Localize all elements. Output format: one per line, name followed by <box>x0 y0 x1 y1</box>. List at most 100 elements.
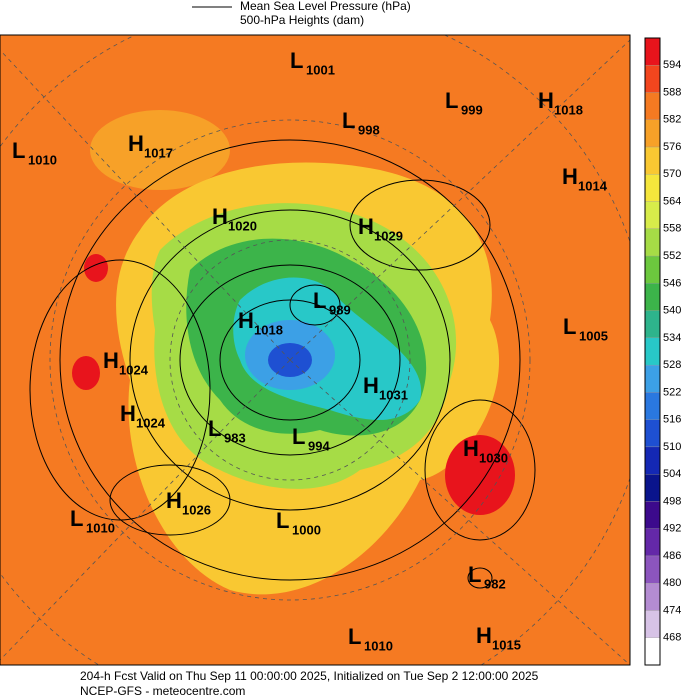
colorbar-label: 570 <box>663 168 681 180</box>
colorbar-label: 468 <box>663 632 681 644</box>
colorbar-label: 510 <box>663 441 681 453</box>
colorbar-swatch <box>644 583 661 611</box>
pressure-center: H 1017 <box>128 131 173 161</box>
pressure-center: H 1024 <box>120 401 166 431</box>
center-type: L <box>276 508 289 533</box>
center-type: H <box>166 488 182 513</box>
center-type: H <box>463 436 479 461</box>
colorbar-swatch <box>644 392 661 420</box>
colorbar-swatch <box>644 201 661 229</box>
center-value: 1010 <box>364 638 393 653</box>
pressure-center: L 989 <box>313 288 351 318</box>
center-value: 1010 <box>28 152 57 167</box>
colorbar-label: 582 <box>663 114 681 126</box>
center-value: 1026 <box>182 502 211 517</box>
colorbar-swatch <box>644 528 661 557</box>
colorbar-swatch <box>644 419 661 448</box>
height-field <box>90 110 230 190</box>
colorbar-label: 558 <box>663 223 681 235</box>
colorbar-label: 540 <box>663 305 681 317</box>
center-value: 1029 <box>374 228 403 243</box>
colorbar-label: 522 <box>663 386 681 398</box>
pressure-center: L 1010 <box>348 624 393 654</box>
pressure-center: H 1030 <box>463 436 508 466</box>
height-field <box>84 254 108 282</box>
pressure-center: H 1026 <box>166 488 211 518</box>
center-type: L <box>313 288 326 313</box>
pressure-center: L 982 <box>468 562 506 592</box>
center-value: 1017 <box>144 145 173 160</box>
center-value: 1024 <box>136 415 166 430</box>
pressure-center: H 1031 <box>363 373 408 403</box>
center-type: L <box>292 424 305 449</box>
footer-line: 204-h Fcst Valid on Thu Sep 11 00:00:00 … <box>80 669 539 683</box>
colorbar-swatch <box>644 174 661 202</box>
center-value: 1000 <box>292 522 321 537</box>
center-value: 1005 <box>579 328 608 343</box>
center-value: 982 <box>484 576 506 591</box>
pressure-center: L 983 <box>208 416 246 446</box>
center-type: L <box>12 138 25 163</box>
height-field <box>72 356 100 390</box>
colorbar-swatch <box>644 474 661 502</box>
pressure-center: H 1029 <box>358 214 403 244</box>
colorbar-swatch <box>644 610 661 638</box>
colorbar-swatch <box>644 364 661 393</box>
center-type: H <box>476 623 492 648</box>
mslp-label: Mean Sea Level Pressure (hPa) <box>240 0 411 13</box>
colorbar-label: 534 <box>663 332 681 344</box>
pressure-center: L 1000 <box>276 508 321 538</box>
pressure-center: L 994 <box>292 424 330 454</box>
pressure-center: L 998 <box>342 108 380 138</box>
colorbar: 594 588 582 576 570 564 558 552 546 540 534 528 522 5… <box>644 37 681 666</box>
height-field <box>445 435 515 515</box>
colorbar-label: 504 <box>663 468 681 480</box>
center-value: 983 <box>224 430 246 445</box>
center-type: H <box>120 401 136 426</box>
center-value: 1018 <box>554 102 583 117</box>
colorbar-swatch <box>644 228 661 257</box>
center-value: 1031 <box>379 387 408 402</box>
footer-line: NCEP-GFS - meteocentre.com <box>80 684 245 698</box>
colorbar-swatch <box>644 119 661 148</box>
center-value: 989 <box>329 302 351 317</box>
pressure-center: L 1005 <box>563 314 608 344</box>
pressure-center: L 1010 <box>70 506 115 536</box>
pressure-center: H 1018 <box>238 308 283 338</box>
colorbar-swatch <box>644 637 661 666</box>
colorbar-swatch <box>644 555 661 584</box>
map-frame <box>0 34 631 666</box>
center-type: L <box>70 506 83 531</box>
center-type: L <box>563 314 576 339</box>
center-type: L <box>348 624 361 649</box>
center-value: 1001 <box>306 62 335 77</box>
colorbar-swatch <box>644 310 661 339</box>
center-value: 1024 <box>119 362 149 377</box>
isobars <box>29 139 536 589</box>
center-type: L <box>208 416 221 441</box>
colorbar-swatch <box>644 501 661 529</box>
center-value: 1018 <box>254 322 283 337</box>
center-type: H <box>358 214 374 239</box>
center-type: H <box>103 348 119 373</box>
pressure-center: H 1018 <box>538 88 583 118</box>
colorbar-label: 480 <box>663 577 681 589</box>
center-type: H <box>538 88 554 113</box>
colorbar-label: 486 <box>663 550 681 562</box>
center-type: L <box>290 48 303 73</box>
center-value: 999 <box>461 102 483 117</box>
colorbar-label: 594 <box>663 59 681 71</box>
map <box>0 34 631 666</box>
center-value: 994 <box>308 438 330 453</box>
center-type: H <box>128 131 144 156</box>
center-type: L <box>468 562 481 587</box>
colorbar-swatch <box>644 65 661 93</box>
colorbar-swatch <box>644 283 661 311</box>
pressure-center: H 1024 <box>103 348 149 378</box>
colorbar-label: 498 <box>663 495 681 507</box>
pressure-center: L 1010 <box>12 138 57 168</box>
colorbar-label: 576 <box>663 141 681 153</box>
colorbar-label: 564 <box>663 195 681 207</box>
colorbar-label: 516 <box>663 414 681 426</box>
